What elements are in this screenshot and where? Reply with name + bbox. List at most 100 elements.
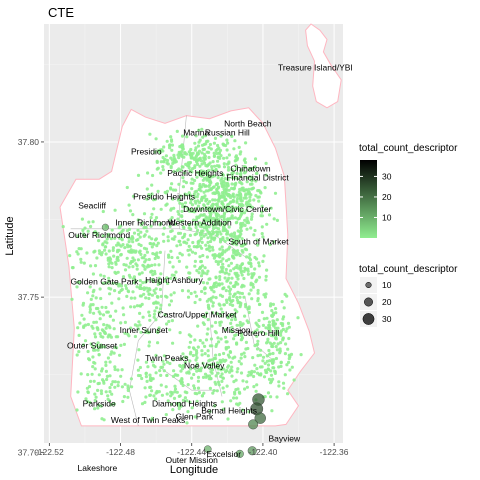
crime-point: [209, 337, 213, 341]
crime-point: [96, 388, 100, 392]
crime-point: [214, 365, 218, 369]
crime-point: [214, 296, 218, 300]
crime-point: [110, 382, 114, 387]
crime-point: [237, 190, 241, 194]
crime-point: [231, 206, 235, 210]
crime-point: [244, 347, 248, 351]
crime-point: [255, 367, 259, 371]
crime-point: [189, 198, 193, 202]
crime-point: [150, 416, 154, 420]
neighborhood-label: Inner Richmond: [115, 218, 175, 228]
crime-point: [236, 290, 240, 294]
crime-point: [181, 367, 185, 371]
crime-point: [196, 192, 200, 196]
crime-point: [252, 331, 256, 335]
crime-point: [161, 149, 165, 153]
crime-point: [207, 206, 211, 210]
crime-point: [216, 186, 220, 190]
crime-point: [241, 379, 245, 383]
crime-point: [275, 348, 279, 352]
crime-point: [158, 369, 162, 373]
crime-point: [161, 232, 165, 236]
crime-point: [140, 402, 145, 406]
crime-point: [76, 390, 80, 394]
crime-point: [196, 144, 201, 148]
crime-point: [280, 300, 284, 304]
crime-point: [248, 198, 252, 202]
crime-point: [235, 274, 239, 279]
crime-point: [228, 208, 233, 212]
crime-point: [86, 349, 90, 354]
crime-point: [93, 332, 97, 336]
crime-point: [212, 284, 216, 288]
crime-point: [145, 379, 149, 383]
crime-point: [243, 242, 247, 246]
crime-point: [198, 265, 203, 269]
crime-point: [131, 250, 135, 254]
crime-point: [183, 152, 187, 156]
crime-point: [227, 257, 231, 261]
crime-point: [240, 244, 244, 248]
crime-point: [234, 221, 238, 225]
crime-point: [123, 331, 127, 335]
crime-point: [219, 337, 223, 341]
crime-point: [177, 167, 181, 171]
crime-point: [262, 254, 266, 258]
crime-point: [208, 142, 212, 147]
crime-point: [188, 359, 192, 363]
crime-point: [93, 335, 98, 339]
crime-point: [222, 189, 227, 193]
crime-point: [91, 294, 95, 298]
crime-point: [146, 171, 150, 175]
crime-point: [208, 367, 212, 371]
crime-point: [225, 231, 230, 236]
crime-point: [249, 283, 253, 287]
crime-point: [147, 257, 151, 262]
crime-point: [197, 128, 201, 132]
crime-point: [242, 211, 247, 215]
crime-point: [198, 164, 202, 168]
crime-point: [205, 299, 209, 303]
crime-point: [89, 264, 93, 268]
crime-point: [104, 363, 108, 367]
crime-point: [244, 248, 249, 252]
crime-point: [212, 154, 216, 158]
crime-point: [196, 345, 200, 349]
crime-point: [188, 169, 192, 173]
crime-point: [201, 253, 205, 258]
crime-point: [196, 228, 200, 232]
crime-point: [274, 331, 278, 335]
crime-point: [216, 336, 220, 340]
crime-point: [238, 320, 242, 325]
crime-point: [136, 228, 140, 232]
crime-point: [99, 391, 104, 396]
crime-point: [154, 287, 158, 291]
crime-point: [156, 341, 160, 345]
crime-point: [190, 187, 194, 191]
crime-point: [194, 278, 199, 282]
crime-point: [150, 377, 154, 381]
crime-point: [174, 270, 178, 274]
crime-point: [153, 256, 157, 261]
crime-point: [218, 255, 222, 259]
crime-point: [94, 320, 98, 324]
crime-point: [150, 269, 154, 273]
crime-point: [110, 228, 114, 232]
crime-point: [208, 200, 212, 204]
crime-point: [250, 297, 254, 301]
crime-point: [173, 222, 178, 226]
crime-point: [110, 301, 114, 305]
crime-point: [230, 365, 234, 369]
crime-point: [211, 226, 216, 231]
crime-point: [219, 154, 223, 158]
district-boundary: [179, 228, 246, 258]
crime-point: [201, 229, 205, 233]
crime-point: [228, 292, 232, 296]
crime-point: [169, 166, 173, 170]
crime-point: [205, 216, 209, 220]
crime-point: [152, 315, 156, 319]
crime-point: [122, 395, 126, 399]
crime-point: [181, 398, 185, 402]
crime-point: [191, 151, 195, 155]
crime-point: [229, 360, 233, 364]
